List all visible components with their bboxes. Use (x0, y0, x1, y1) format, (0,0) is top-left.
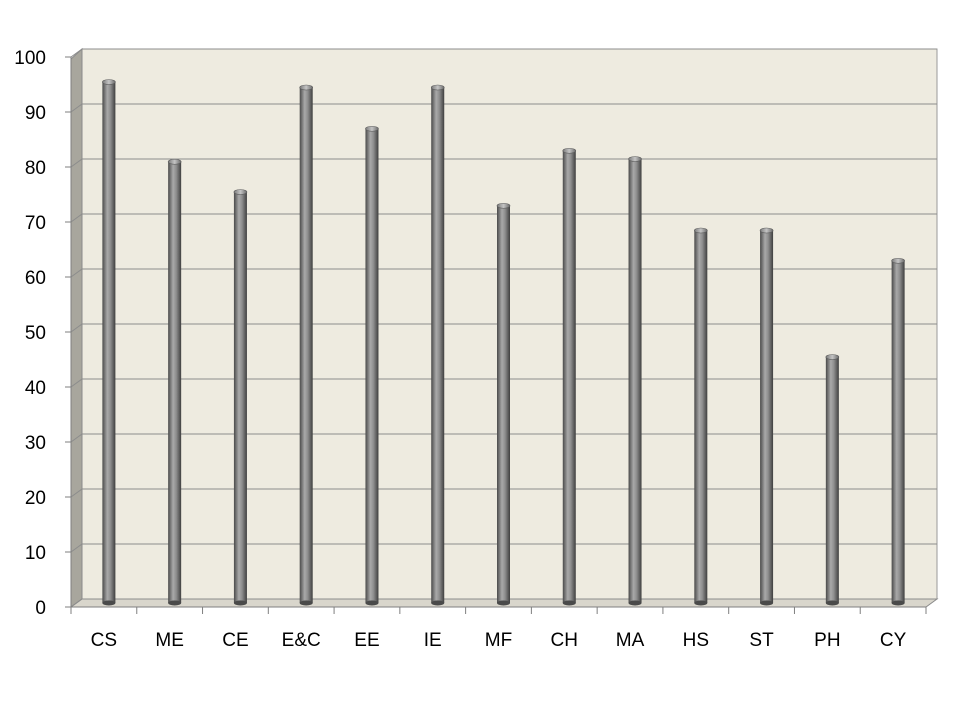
gridline-side (70, 543, 83, 553)
bar (891, 257, 905, 606)
x-category-label: CY (880, 630, 907, 651)
y-tick-label: 70 (25, 213, 46, 234)
bar (562, 147, 577, 606)
bar (102, 79, 116, 606)
bar-base (891, 600, 905, 606)
x-category-label: MF (485, 630, 512, 651)
y-tick-label: 10 (25, 543, 46, 564)
bar-cap (430, 84, 445, 91)
bar-body (694, 230, 708, 603)
bar-cap (167, 158, 182, 165)
x-category-label: CE (222, 630, 248, 651)
gridline-side (70, 378, 83, 388)
x-category-label: CH (551, 630, 578, 651)
bar-body (562, 150, 576, 603)
bar-body (168, 161, 182, 603)
bar-base (497, 600, 510, 606)
bar-body (825, 357, 839, 603)
y-tick-label: 90 (25, 103, 46, 124)
gridline-side (70, 433, 83, 443)
y-axis-tick-labels: 0 10 20 30 40 50 60 70 80 90 100 (14, 48, 46, 619)
y-tick-label: 0 (35, 598, 46, 619)
gridline-side (70, 268, 83, 278)
y-tick-label: 100 (14, 48, 46, 69)
x-category-label: CS (91, 630, 117, 651)
bar-cap (102, 79, 116, 85)
bar-body (233, 192, 247, 603)
bar-cap (628, 156, 642, 162)
bar-base (694, 600, 708, 606)
bar-body (760, 230, 774, 603)
bar-body (628, 159, 642, 603)
bar (759, 227, 774, 606)
x-category-label: PH (814, 630, 840, 651)
bar-series (102, 79, 905, 606)
y-tick-label: 20 (25, 488, 46, 509)
gridline-side (70, 213, 83, 223)
bar-base (825, 600, 839, 606)
bar (496, 202, 511, 606)
axes (65, 56, 927, 614)
gridline-side (70, 323, 83, 333)
bar-base (102, 600, 116, 606)
y-tick-label: 40 (25, 378, 46, 399)
bar-base (365, 600, 379, 606)
bar-base (562, 600, 576, 606)
bar-base (233, 600, 247, 606)
bar-body (299, 87, 313, 603)
x-category-label: E&C (282, 630, 321, 651)
bar-cap (233, 189, 248, 195)
bar-cap (365, 125, 379, 132)
bar-base (760, 600, 774, 606)
x-category-label: HS (683, 630, 709, 651)
x-category-label: ME (155, 630, 184, 651)
x-category-label: ST (749, 630, 774, 651)
x-axis-category-labels: CS ME CE E&C EE IE MF CH MA HS ST PH CY (91, 630, 907, 651)
bar (167, 158, 182, 606)
bar-cap (891, 257, 905, 264)
bar-body (102, 82, 116, 603)
bar-base (168, 600, 182, 606)
y-tick-label: 80 (25, 158, 46, 179)
bar-body (431, 87, 445, 603)
bar (299, 84, 313, 606)
gridline-side (70, 488, 83, 498)
bar-base (628, 600, 642, 606)
gridline-side (70, 48, 83, 58)
bar-body (891, 260, 905, 603)
bar (628, 156, 642, 606)
bar-cap (759, 227, 774, 234)
bar (825, 354, 840, 606)
bar (233, 189, 248, 606)
bar-cap (825, 354, 840, 360)
y-tick-label: 50 (25, 323, 46, 344)
bar (365, 125, 379, 606)
gridline-side (70, 158, 83, 168)
bar-cap (694, 227, 708, 234)
x-category-label: MA (616, 630, 645, 651)
bar (430, 84, 445, 606)
bar-body (365, 128, 379, 603)
x-category-label: EE (354, 630, 379, 651)
y-tick-label: 60 (25, 268, 46, 289)
gridline-side (70, 598, 83, 608)
bar-cap (562, 147, 577, 154)
bar-cap (496, 202, 511, 209)
y-tick-label: 30 (25, 433, 46, 454)
bar-body (497, 205, 510, 603)
gridline-side (70, 103, 83, 113)
bar-base (299, 600, 313, 606)
x-category-label: IE (424, 630, 442, 651)
bar-cap (299, 84, 313, 91)
bar-base (431, 600, 445, 606)
bar (694, 227, 708, 606)
